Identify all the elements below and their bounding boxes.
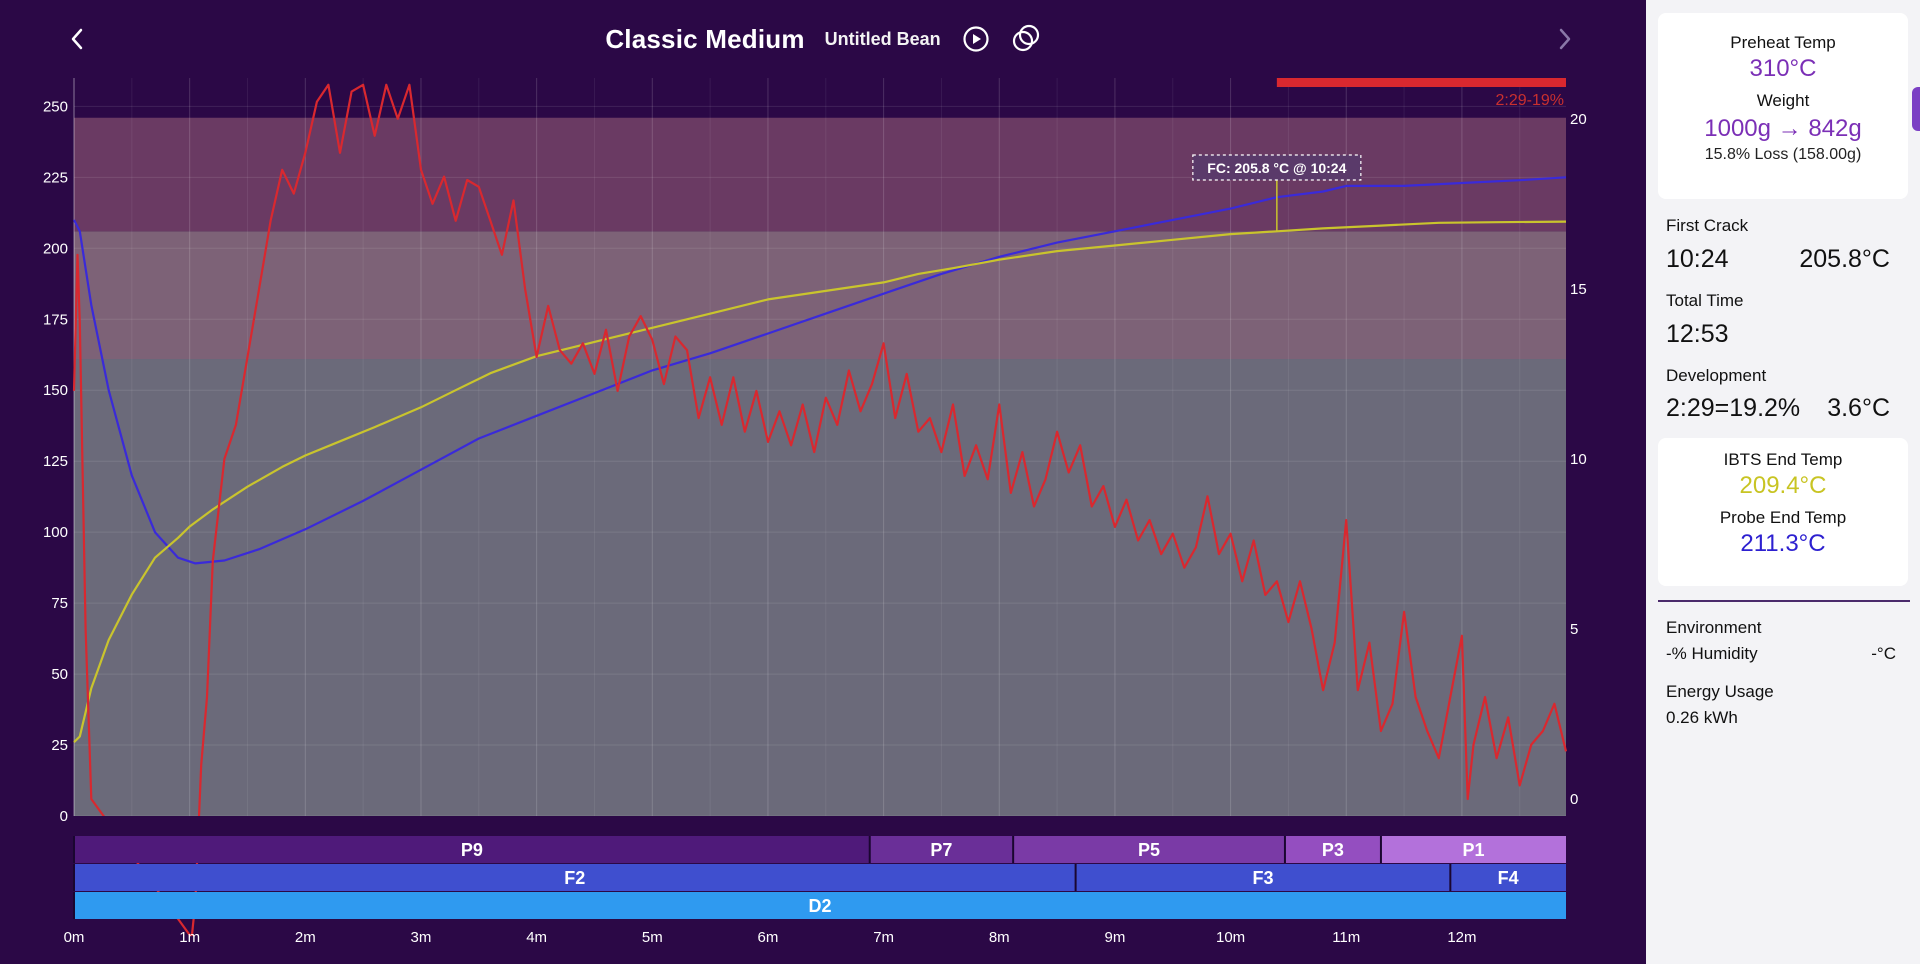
development-delta: 3.6°C <box>1827 394 1890 422</box>
phase-segment <box>74 864 1076 891</box>
summary-sidebar: Preheat Temp 310°C Weight 1000g → 842g 1… <box>1646 0 1920 964</box>
back-button[interactable] <box>60 22 94 56</box>
development-value: 2:29=19.2% <box>1666 394 1801 422</box>
phase-label: F4 <box>1498 868 1519 888</box>
phase-segment <box>1284 836 1381 863</box>
weight-loss: 15.8% Loss (158.00g) <box>1704 146 1862 163</box>
preheat-weight-card: Preheat Temp 310°C Weight 1000g → 842g 1… <box>1658 13 1908 199</box>
play-circle-icon <box>963 26 989 52</box>
probe-label: Probe End Temp <box>1719 508 1847 527</box>
phase-segment <box>1450 864 1566 891</box>
y-tick-label: 225 <box>43 169 68 186</box>
humidity-value: -% Humidity <box>1666 644 1758 663</box>
y2-tick-label: 15 <box>1570 281 1587 298</box>
weight-label: Weight <box>1756 91 1810 110</box>
ibts-label: IBTS End Temp <box>1723 450 1843 469</box>
x-tick-label: 5m <box>642 929 663 946</box>
y2-tick-label: 5 <box>1570 621 1578 638</box>
end-temp-card: IBTS End Temp 209.4°C Probe End Temp 211… <box>1658 438 1908 586</box>
energy-value: 0.26 kWh <box>1666 708 1738 727</box>
y-tick-label: 50 <box>51 666 68 683</box>
phase-label: F3 <box>1252 868 1273 888</box>
first-crack-temp: 205.8°C <box>1799 245 1890 273</box>
phase-segment <box>74 892 1566 919</box>
series-line-1 <box>73 220 1567 743</box>
total-time-label: Total Time <box>1666 291 1744 310</box>
environment-label: Environment <box>1666 618 1762 637</box>
preheat-value: 310°C <box>1749 55 1817 82</box>
series-line-0 <box>73 176 1567 565</box>
development-bar <box>1276 78 1566 87</box>
y-tick-label: 150 <box>43 382 68 399</box>
phase-label: P5 <box>1138 840 1160 860</box>
sidebar-tab-handle[interactable] <box>1912 87 1920 131</box>
x-tick-label: 7m <box>873 929 894 946</box>
first-crack-time: 10:24 <box>1666 245 1729 273</box>
title-group: Classic Medium Untitled Bean <box>0 22 1646 56</box>
phase-label: P9 <box>461 840 483 860</box>
y-tick-label: 100 <box>43 524 68 541</box>
x-tick-label: 2m <box>295 929 316 946</box>
temp-band-1 <box>74 231 1566 360</box>
energy-label: Energy Usage <box>1666 682 1774 701</box>
phase-segment <box>1013 836 1285 863</box>
fc-annotation-box <box>1192 154 1362 181</box>
y-tick-label: 125 <box>43 453 68 470</box>
y-tick-label: 200 <box>43 240 68 257</box>
phase-segment <box>74 836 870 863</box>
total-time-value: 12:53 <box>1666 320 1729 348</box>
header-bar: Classic Medium Untitled Bean <box>0 0 1646 78</box>
x-tick-label: 1m <box>179 929 200 946</box>
environment-temp: -°C <box>1871 644 1896 663</box>
phase-segment <box>869 836 1014 863</box>
x-tick-label: 3m <box>411 929 432 946</box>
phase-label: P7 <box>930 840 952 860</box>
phase-label: D2 <box>808 896 831 916</box>
y-tick-label: 25 <box>51 737 68 754</box>
preheat-label: Preheat Temp <box>1730 33 1836 52</box>
roast-main-panel: 2:29-19% FC: 205.8 °C @ 10:24 0 25 50 75 100 12… <box>0 0 1646 946</box>
bottom-gap <box>74 816 1566 836</box>
phase-segment <box>1380 836 1566 863</box>
y-tick-label: 0 <box>60 808 68 825</box>
development-bar-label: 2:29-19% <box>1496 92 1565 109</box>
y2-tick-label: 20 <box>1570 111 1587 128</box>
bean-name: Untitled Bean <box>824 28 941 49</box>
phase-label: P1 <box>1462 840 1484 860</box>
phase-label: P3 <box>1322 840 1344 860</box>
chevron-left-icon <box>71 28 83 50</box>
y-tick-label: 75 <box>51 595 68 612</box>
x-tick-label: 12m <box>1447 929 1476 946</box>
roast-chart: 2:29-19%FC: 205.8 °C @ 10:24025507510012… <box>0 0 1646 946</box>
y2-tick-label: 10 <box>1570 451 1587 468</box>
x-tick-label: 0m <box>64 929 85 946</box>
x-tick-label: 4m <box>526 929 547 946</box>
sidebar-divider <box>1658 600 1910 602</box>
weight-value: 1000g → 842g <box>1704 115 1862 142</box>
first-crack-label: First Crack <box>1666 216 1749 235</box>
series-line-2 <box>72 83 1568 937</box>
fc-annotation-label: FC: 205.8 °C @ 10:24 <box>1207 160 1346 176</box>
top-mask <box>0 0 1646 78</box>
phase-segment <box>1075 864 1451 891</box>
temp-band-0 <box>74 359 1566 816</box>
x-tick-label: 11m <box>1332 929 1360 946</box>
x-tick-label: 8m <box>989 929 1010 946</box>
profile-title: Classic Medium <box>605 23 805 54</box>
chevron-right-icon <box>1559 28 1571 50</box>
y-tick-label: 175 <box>43 311 68 328</box>
forward-button[interactable] <box>1548 22 1582 56</box>
x-tick-label: 6m <box>758 929 779 946</box>
y2-tick-label: 0 <box>1570 791 1578 808</box>
development-label: Development <box>1666 366 1767 385</box>
x-tick-label: 10m <box>1216 929 1245 946</box>
play-button[interactable] <box>961 24 991 54</box>
y-tick-label: 250 <box>43 98 68 115</box>
x-tick-label: 9m <box>1105 929 1126 946</box>
phase-label: F2 <box>564 868 585 888</box>
probe-value: 211.3°C <box>1740 530 1826 557</box>
ibts-value: 209.4°C <box>1739 472 1827 499</box>
overlap-circles-icon <box>1012 24 1039 52</box>
compare-button[interactable] <box>1011 24 1041 54</box>
